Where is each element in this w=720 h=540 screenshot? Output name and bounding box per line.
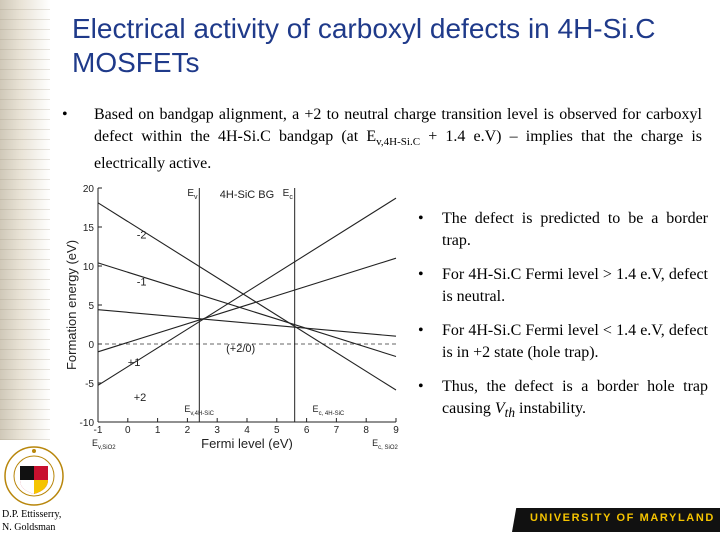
bullet-glyph: • <box>418 266 424 283</box>
x-tick-label: 6 <box>304 425 310 436</box>
university-seal-logo <box>4 446 64 506</box>
transition-level-label: (+2/0) <box>226 343 255 355</box>
bandgap-label: 4H-SiC BG <box>220 189 274 201</box>
intro-subscript: v,4H-Si.C <box>376 136 421 149</box>
vth-subscript: th <box>504 405 516 421</box>
x-tick-label: 8 <box>363 425 369 436</box>
author-credit: D.P. Ettisserry, N. Goldsman <box>2 508 61 534</box>
finding-item: • Thus, the defect is a border hole trap… <box>418 376 708 424</box>
intro-text: Based on bandgap alignment, a +2 to neut… <box>94 104 702 175</box>
finding-text: Thus, the defect is a border hole trap c… <box>442 378 708 421</box>
finding-text: For 4H-Si.C Fermi level < 1.4 e.V, defec… <box>442 322 708 361</box>
finding-text: For 4H-Si.C Fermi level > 1.4 e.V, defec… <box>442 266 708 305</box>
intro-text-part1: Based on bandgap alignment, a +2 to neut… <box>94 106 702 145</box>
finding-text: The defect is predicted to be a border t… <box>442 210 708 249</box>
series-label: +2 <box>134 392 147 404</box>
charge-state-line <box>97 197 397 386</box>
y-axis-label: Formation energy (eV) <box>64 240 79 370</box>
y-tick-label: 20 <box>83 184 95 195</box>
finding-text-post: instability. <box>515 400 586 417</box>
x-tick-label: 0 <box>125 425 131 436</box>
ev-sio2-label: Ev,SiO2 <box>92 438 116 450</box>
y-tick-label: -10 <box>80 418 95 429</box>
series-label: -2 <box>137 230 147 242</box>
y-tick-label: 5 <box>88 301 94 312</box>
finding-text-pre: Thus, the defect is a border hole trap c… <box>442 378 708 417</box>
x-tick-label: 4 <box>244 425 250 436</box>
decorative-side-strip <box>0 0 50 440</box>
finding-item: • For 4H-Si.C Fermi level < 1.4 e.V, def… <box>418 320 708 364</box>
x-tick-label: 1 <box>155 425 161 436</box>
y-tick-label: 15 <box>83 223 95 234</box>
bullet-glyph: • <box>418 210 424 227</box>
intro-bullet: • Based on bandgap alignment, a +2 to ne… <box>62 104 702 175</box>
x-tick-label: 9 <box>393 425 399 436</box>
intro-text-part2: + 1.4 e.V) – implies that the charge is … <box>94 128 703 173</box>
formation-energy-chart: -1 0 1 2 3 4 5 6 7 8 9 -10 -5 0 5 10 15 20 Formation energ… <box>62 180 424 451</box>
charge-state-line <box>97 202 397 391</box>
finding-item: • The defect is predicted to be a border… <box>418 208 708 252</box>
vth-symbol: V <box>494 400 505 417</box>
credit-line1: D.P. Ettisserry, <box>2 509 62 520</box>
bullet-glyph: • <box>418 322 424 339</box>
x-axis-label: Fermi level (eV) <box>201 436 293 450</box>
x-tick-label: 7 <box>334 425 340 436</box>
findings-list: • The defect is predicted to be a border… <box>418 208 708 436</box>
y-tick-label: -5 <box>85 379 94 390</box>
series-label: -1 <box>137 277 147 289</box>
slide-title: Electrical activity of carboxyl defects … <box>72 13 656 78</box>
bullet-glyph: • <box>418 378 424 395</box>
charge-state-line <box>97 262 397 358</box>
x-tick-label: -1 <box>94 425 103 436</box>
ec-sio2-label: Ec, SiO2 <box>372 438 398 450</box>
x-tick-label: 5 <box>274 425 280 436</box>
charge-state-line <box>97 309 397 337</box>
ev-4hsic-label: Ev,4H-SiC <box>184 404 214 417</box>
bandgap-edge-label: Ev <box>187 188 198 201</box>
bullet-glyph: • <box>62 106 68 123</box>
ec-4hsic-label: Ec, 4H-SiC <box>313 404 345 417</box>
x-tick-label: 3 <box>214 425 220 436</box>
x-tick-label: 2 <box>185 425 191 436</box>
credit-line2: N. Goldsman <box>2 522 56 533</box>
y-tick-label: 0 <box>88 340 94 351</box>
charge-state-line <box>97 257 397 353</box>
finding-item: • For 4H-Si.C Fermi level > 1.4 e.V, def… <box>418 264 708 308</box>
series-label: +1 <box>128 357 141 369</box>
footer-wordmark: UNIVERSITY OF MARYLAND <box>530 512 715 524</box>
bandgap-edge-label: Ec <box>283 188 294 201</box>
y-tick-label: 10 <box>83 262 95 273</box>
